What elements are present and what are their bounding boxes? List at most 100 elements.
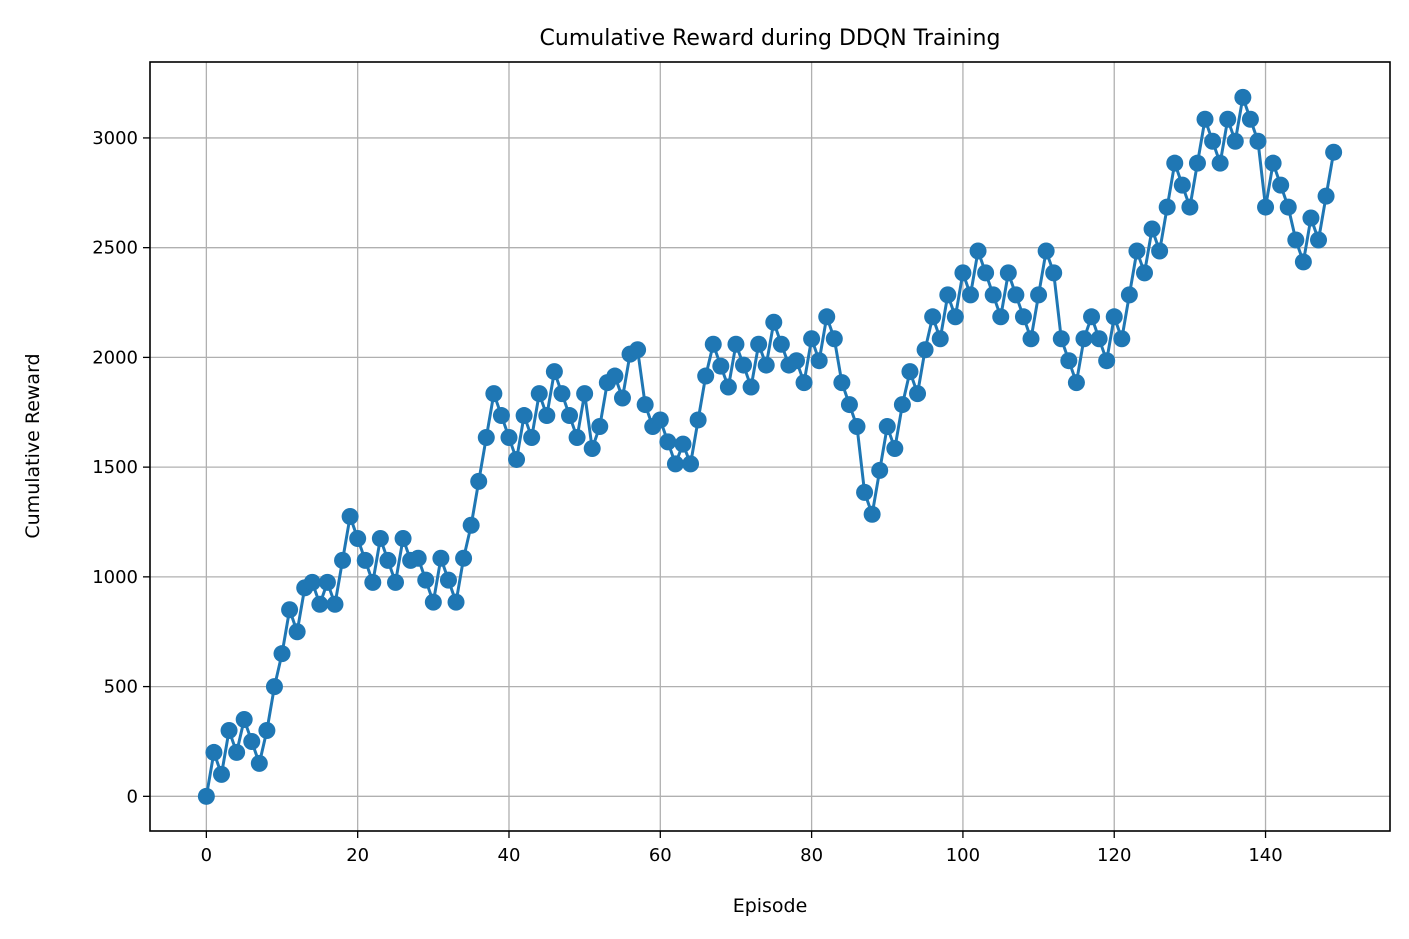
data-point — [636, 396, 654, 414]
data-point — [1294, 253, 1312, 271]
data-point — [235, 711, 253, 729]
data-point — [334, 551, 352, 569]
data-point — [281, 601, 299, 619]
data-point — [439, 571, 457, 589]
data-point — [1272, 176, 1290, 194]
data-point — [197, 787, 215, 805]
data-point — [1188, 154, 1206, 172]
data-point — [1052, 330, 1070, 348]
data-point — [931, 330, 949, 348]
data-point — [1317, 187, 1335, 205]
data-point — [349, 529, 367, 547]
data-point — [583, 439, 601, 457]
data-point — [757, 356, 775, 374]
data-point — [1257, 198, 1275, 216]
data-point — [326, 595, 344, 613]
plot-frame — [149, 61, 1391, 832]
data-point — [205, 743, 223, 761]
data-point — [1014, 308, 1032, 326]
data-point — [1158, 198, 1176, 216]
data-point — [356, 551, 374, 569]
data-point — [545, 363, 563, 381]
data-point — [961, 286, 979, 304]
y-tick-label: 1000 — [92, 567, 138, 588]
data-point — [697, 367, 715, 385]
data-point — [1037, 242, 1055, 260]
data-point — [303, 573, 321, 591]
data-point — [803, 330, 821, 348]
data-point — [727, 335, 745, 353]
data-point — [704, 335, 722, 353]
data-point — [878, 418, 896, 436]
x-tick-label: 60 — [649, 845, 672, 866]
data-point — [1128, 242, 1146, 260]
ticks: 0 20 40 60 80 100 120 140 0 500 1000 1500 2000 2500 30… — [92, 128, 1283, 866]
data-point — [606, 367, 624, 385]
data-point — [1113, 330, 1131, 348]
y-tick-label: 1500 — [92, 457, 138, 478]
x-axis-label: Episode — [733, 895, 808, 917]
y-tick-label: 3000 — [92, 128, 138, 149]
data-point — [1067, 374, 1085, 392]
data-point — [1030, 286, 1048, 304]
data-point — [1105, 308, 1123, 326]
data-point — [916, 341, 934, 359]
data-point — [258, 721, 276, 739]
data-point — [742, 378, 760, 396]
data-point — [818, 308, 836, 326]
data-point — [508, 450, 526, 468]
data-point — [1211, 154, 1229, 172]
data-point — [1173, 176, 1191, 194]
data-point — [288, 623, 306, 641]
data-point — [765, 313, 783, 331]
data-point — [492, 407, 510, 425]
data-point — [659, 433, 677, 451]
data-point — [1143, 220, 1161, 238]
data-point — [417, 571, 435, 589]
data-point — [409, 549, 427, 567]
data-point — [1166, 154, 1184, 172]
data-point — [871, 461, 889, 479]
x-tick-label: 120 — [1097, 845, 1131, 866]
data-point — [220, 721, 238, 739]
data-point — [379, 551, 397, 569]
data-point — [1310, 231, 1328, 249]
x-tick-label: 80 — [800, 845, 823, 866]
y-tick-label: 0 — [127, 786, 138, 807]
data-point — [833, 374, 851, 392]
data-point — [787, 352, 805, 370]
data-point — [1302, 209, 1320, 227]
data-point — [840, 396, 858, 414]
data-point — [576, 385, 594, 403]
data-point — [371, 529, 389, 547]
x-tick-label: 140 — [1248, 845, 1282, 866]
data-point — [1241, 110, 1259, 128]
data-point — [591, 418, 609, 436]
data-point — [1219, 110, 1237, 128]
data-point — [750, 335, 768, 353]
data-point — [886, 439, 904, 457]
data-point — [500, 429, 518, 446]
y-axis-label: Cumulative Reward — [22, 353, 44, 538]
data-point — [447, 593, 465, 611]
data-point — [735, 356, 753, 374]
data-point — [387, 573, 404, 591]
data-point — [243, 732, 261, 750]
data-point — [311, 595, 329, 613]
data-point — [477, 429, 495, 446]
data-point — [856, 483, 874, 501]
data-point — [1196, 110, 1214, 128]
data-point — [682, 455, 700, 473]
data-point — [1325, 143, 1343, 161]
data-point — [561, 407, 579, 425]
data-point — [1279, 198, 1297, 216]
data-point — [1060, 352, 1078, 370]
data-point — [364, 573, 382, 591]
data-point — [515, 407, 533, 425]
data-point — [909, 385, 927, 403]
data-point — [1022, 330, 1040, 348]
data-point — [1204, 132, 1222, 150]
data-point — [901, 363, 919, 381]
data-point — [946, 308, 964, 326]
data-point — [712, 357, 730, 375]
